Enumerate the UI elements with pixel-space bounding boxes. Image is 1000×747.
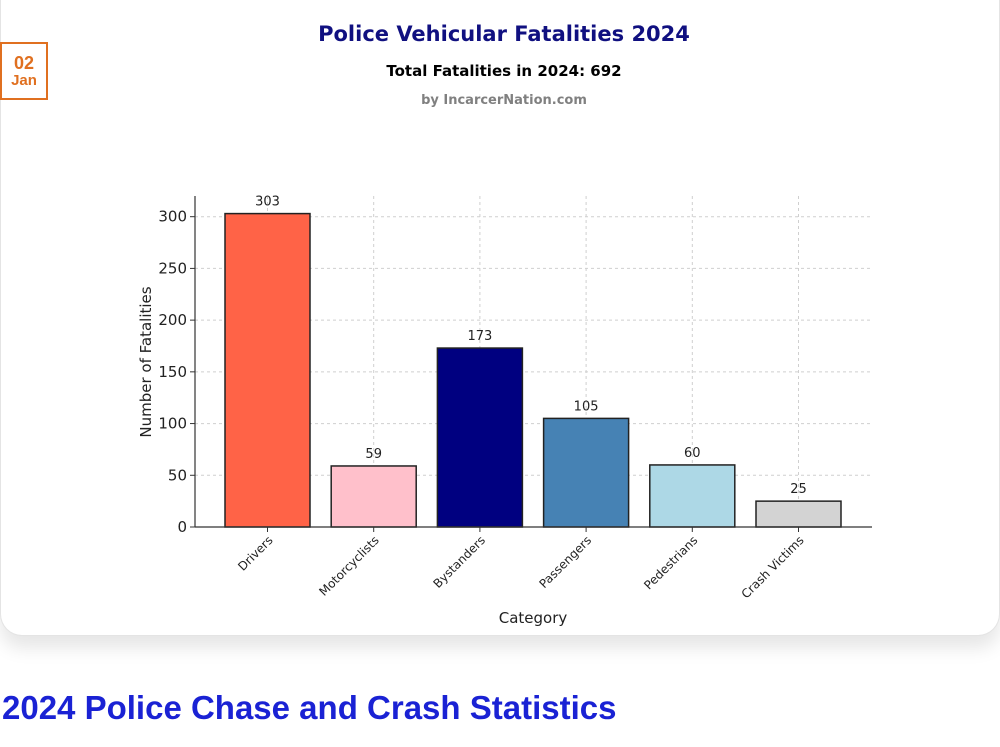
x-tick-label: Pedestrians	[641, 533, 700, 592]
data-label: 60	[684, 446, 701, 461]
y-tick-label: 50	[168, 466, 187, 484]
data-label: 25	[790, 482, 807, 497]
x-tick-label: Passengers	[536, 533, 594, 591]
date-day: 02	[13, 53, 35, 73]
chart-title: Police Vehicular Fatalities 2024	[318, 22, 690, 46]
bar-drivers	[224, 212, 311, 528]
x-tick-label: Crash Victims	[739, 533, 807, 601]
data-label: 303	[255, 195, 280, 210]
date-month: Jan	[11, 72, 37, 89]
bar-passengers	[542, 417, 630, 528]
bars: 303 59 173 105 60 25	[224, 195, 842, 528]
y-tick-label: 250	[158, 259, 187, 277]
data-label: 105	[574, 399, 599, 414]
date-badge: 02 Jan	[0, 42, 48, 100]
y-axis-title: Number of Fatalities	[137, 286, 155, 437]
y-tick-label: 300	[158, 208, 187, 226]
chart-subtitle: Total Fatalities in 2024: 692	[386, 62, 621, 80]
x-tick-label: Bystanders	[430, 533, 488, 591]
grid	[195, 196, 872, 527]
y-tick-label: 0	[177, 518, 187, 536]
bar-chart: Police Vehicular Fatalities 2024 Total F…	[137, 22, 872, 627]
article-title[interactable]: 2024 Police Chase and Crash Statistics	[2, 689, 617, 726]
data-label: 173	[467, 329, 492, 344]
bar-motorcyclists	[330, 465, 417, 528]
bar-crash-victims	[755, 500, 842, 528]
y-tick-label: 150	[158, 363, 187, 381]
chart-card	[0, 0, 1000, 636]
x-axis-title: Category	[499, 609, 568, 627]
bar-bystanders	[436, 347, 524, 528]
x-tick-label: Drivers	[235, 533, 275, 573]
bar-pedestrians	[649, 464, 736, 528]
x-tick-label: Motorcyclists	[316, 533, 381, 598]
y-tick-label: 200	[158, 311, 187, 329]
chart-credit: by IncarcerNation.com	[421, 93, 587, 108]
y-tick-label: 100	[158, 415, 187, 433]
data-label: 59	[365, 447, 382, 462]
